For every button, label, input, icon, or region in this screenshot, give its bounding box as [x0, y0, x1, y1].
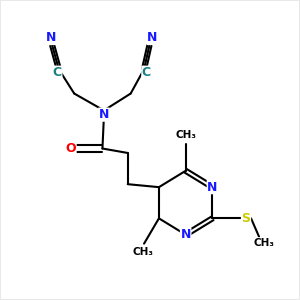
Text: N: N — [99, 108, 109, 121]
Text: S: S — [242, 212, 250, 225]
Text: C: C — [142, 66, 151, 79]
Text: N: N — [147, 32, 158, 44]
Text: CH₃: CH₃ — [254, 238, 275, 248]
Text: N: N — [207, 181, 218, 194]
FancyBboxPatch shape — [2, 2, 298, 298]
Text: CH₃: CH₃ — [175, 130, 196, 140]
Text: CH₃: CH₃ — [132, 247, 153, 257]
Text: O: O — [65, 142, 76, 155]
Text: C: C — [53, 66, 62, 79]
Text: N: N — [181, 228, 191, 241]
Text: N: N — [46, 32, 56, 44]
